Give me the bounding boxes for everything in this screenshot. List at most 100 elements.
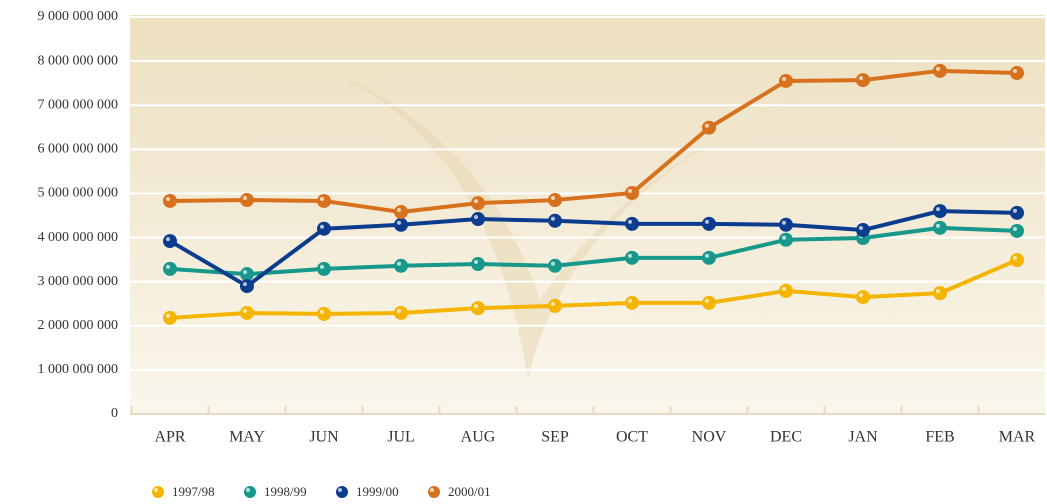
data-point	[702, 120, 716, 135]
point-highlight	[243, 308, 247, 313]
data-point	[625, 186, 639, 201]
data-point	[240, 193, 254, 208]
x-tick-label: JUL	[387, 429, 415, 446]
legend-marker	[428, 486, 440, 498]
point-highlight	[320, 224, 324, 229]
x-tick-label: AUG	[461, 429, 496, 446]
data-point	[471, 196, 485, 211]
x-tick-label: MAR	[999, 429, 1036, 446]
point-highlight	[320, 264, 324, 269]
data-point	[394, 305, 408, 320]
data-point	[779, 217, 793, 232]
plot-background	[130, 15, 1045, 414]
point-highlight	[705, 123, 709, 128]
point-highlight	[397, 308, 401, 313]
y-tick-label: 1 000 000 000	[38, 362, 119, 377]
data-point	[471, 301, 485, 316]
point-highlight	[551, 301, 555, 306]
point-highlight	[551, 261, 555, 266]
point-highlight	[166, 196, 170, 201]
point-highlight	[1013, 256, 1017, 261]
x-tick-label: JUN	[309, 429, 339, 446]
data-point	[317, 221, 331, 236]
data-point	[394, 204, 408, 219]
y-tick-label: 6 000 000 000	[38, 142, 119, 157]
point-highlight	[243, 196, 247, 201]
data-point	[163, 193, 177, 208]
y-tick-label: 4 000 000 000	[38, 230, 119, 245]
x-tick-label: FEB	[925, 429, 954, 446]
point-highlight	[1013, 69, 1017, 74]
data-point	[394, 258, 408, 273]
data-point	[240, 267, 254, 282]
data-point	[1010, 223, 1024, 238]
data-point	[240, 279, 254, 294]
point-highlight	[320, 196, 324, 201]
point-highlight	[1013, 208, 1017, 213]
data-point	[548, 193, 562, 208]
data-point	[548, 258, 562, 273]
point-highlight	[705, 219, 709, 224]
data-point	[933, 63, 947, 78]
point-highlight	[628, 189, 632, 194]
legend-marker	[152, 486, 164, 498]
point-highlight	[1013, 226, 1017, 231]
data-point	[702, 295, 716, 310]
legend-highlight	[246, 488, 250, 492]
point-highlight	[859, 76, 863, 81]
point-highlight	[551, 196, 555, 201]
data-point	[317, 261, 331, 276]
data-point	[856, 73, 870, 88]
point-highlight	[166, 313, 170, 318]
data-point	[163, 261, 177, 276]
y-tick-label: 3 000 000 000	[38, 274, 119, 289]
point-highlight	[397, 261, 401, 266]
point-highlight	[243, 282, 247, 287]
data-point	[933, 286, 947, 301]
point-highlight	[705, 253, 709, 258]
y-tick-label: 8 000 000 000	[38, 53, 119, 68]
point-highlight	[397, 220, 401, 225]
series-line	[169, 68, 1018, 214]
point-highlight	[166, 237, 170, 242]
data-point	[471, 212, 485, 227]
data-point	[548, 213, 562, 228]
point-highlight	[320, 309, 324, 314]
data-point	[933, 204, 947, 219]
point-highlight	[628, 253, 632, 258]
point-highlight	[859, 226, 863, 231]
series-line	[169, 258, 1018, 320]
data-point	[163, 310, 177, 325]
point-highlight	[782, 76, 786, 81]
data-point	[702, 216, 716, 231]
data-point	[317, 193, 331, 208]
point-highlight	[474, 260, 478, 265]
point-highlight	[859, 293, 863, 298]
data-point	[163, 234, 177, 249]
legend-highlight	[338, 488, 342, 492]
y-tick-label: 5 000 000 000	[38, 186, 119, 201]
legend-label: 1998/99	[264, 484, 307, 499]
y-tick-label: 9 000 000 000	[38, 9, 119, 24]
x-tick-label: DEC	[770, 429, 802, 446]
point-highlight	[782, 286, 786, 291]
point-highlight	[936, 66, 940, 71]
x-tick-label: SEP	[541, 429, 569, 446]
data-point	[856, 223, 870, 238]
data-point	[702, 250, 716, 265]
x-tick-label: NOV	[692, 429, 727, 446]
point-highlight	[782, 220, 786, 225]
data-point	[394, 217, 408, 232]
point-highlight	[628, 298, 632, 303]
series-line	[168, 209, 1018, 289]
x-tick-label: APR	[154, 429, 185, 446]
point-highlight	[166, 264, 170, 269]
x-tick-label: OCT	[616, 429, 648, 446]
point-highlight	[782, 235, 786, 240]
point-highlight	[397, 207, 401, 212]
point-highlight	[628, 219, 632, 224]
point-highlight	[936, 223, 940, 228]
y-tick-label: 7 000 000 000	[38, 97, 119, 112]
legend-label: 1999/00	[356, 484, 399, 499]
